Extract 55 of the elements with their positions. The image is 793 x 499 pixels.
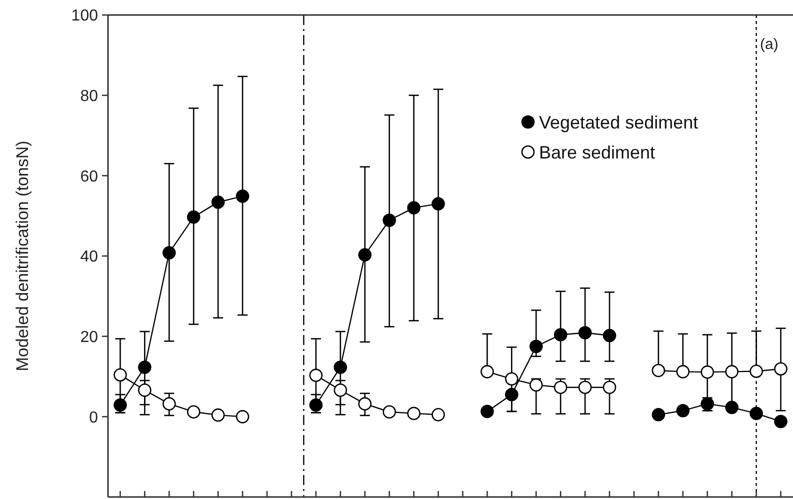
point bbox=[578, 326, 592, 340]
point bbox=[138, 360, 152, 374]
point bbox=[529, 378, 543, 392]
point bbox=[700, 365, 714, 379]
legend-label: Vegetated sediment bbox=[539, 112, 698, 132]
y-tick-label: 100 bbox=[71, 8, 98, 25]
point bbox=[114, 368, 127, 382]
point bbox=[211, 408, 225, 422]
point bbox=[382, 214, 396, 227]
point bbox=[774, 414, 788, 428]
point bbox=[382, 405, 396, 418]
point bbox=[750, 364, 763, 378]
point bbox=[186, 210, 200, 224]
point bbox=[309, 398, 323, 412]
point bbox=[236, 190, 250, 203]
y-tick-label: 80 bbox=[80, 88, 98, 105]
point bbox=[407, 201, 420, 214]
point bbox=[211, 196, 225, 209]
point bbox=[138, 384, 152, 397]
point bbox=[309, 368, 323, 382]
point bbox=[652, 364, 666, 378]
legend-label: Bare sediment bbox=[539, 142, 656, 162]
point bbox=[505, 372, 518, 386]
y-axis-title: Modeled denitrification (tonsN) bbox=[13, 140, 32, 372]
y-tick-label: 40 bbox=[80, 248, 98, 266]
point bbox=[407, 406, 420, 420]
point bbox=[652, 408, 666, 422]
point bbox=[554, 328, 568, 342]
point bbox=[334, 384, 348, 397]
point bbox=[334, 360, 348, 374]
y-tick-label: 60 bbox=[80, 168, 98, 186]
point bbox=[529, 340, 543, 354]
point bbox=[725, 365, 738, 378]
point bbox=[358, 397, 372, 410]
point bbox=[162, 397, 176, 410]
point bbox=[774, 362, 788, 376]
point bbox=[186, 405, 200, 418]
point bbox=[676, 365, 690, 378]
point bbox=[676, 404, 690, 418]
point bbox=[480, 404, 494, 418]
annotation: (a) bbox=[760, 36, 778, 53]
point bbox=[602, 328, 616, 342]
point bbox=[162, 246, 176, 260]
y-tick-label: 0 bbox=[89, 409, 98, 426]
point bbox=[480, 365, 494, 378]
point bbox=[358, 248, 372, 262]
point bbox=[602, 380, 616, 394]
point bbox=[578, 380, 592, 394]
point bbox=[554, 380, 568, 394]
point bbox=[505, 388, 518, 402]
point bbox=[236, 410, 250, 424]
point bbox=[432, 197, 445, 210]
y-tick-label: 20 bbox=[80, 328, 98, 346]
point bbox=[432, 408, 445, 422]
point bbox=[750, 406, 763, 420]
